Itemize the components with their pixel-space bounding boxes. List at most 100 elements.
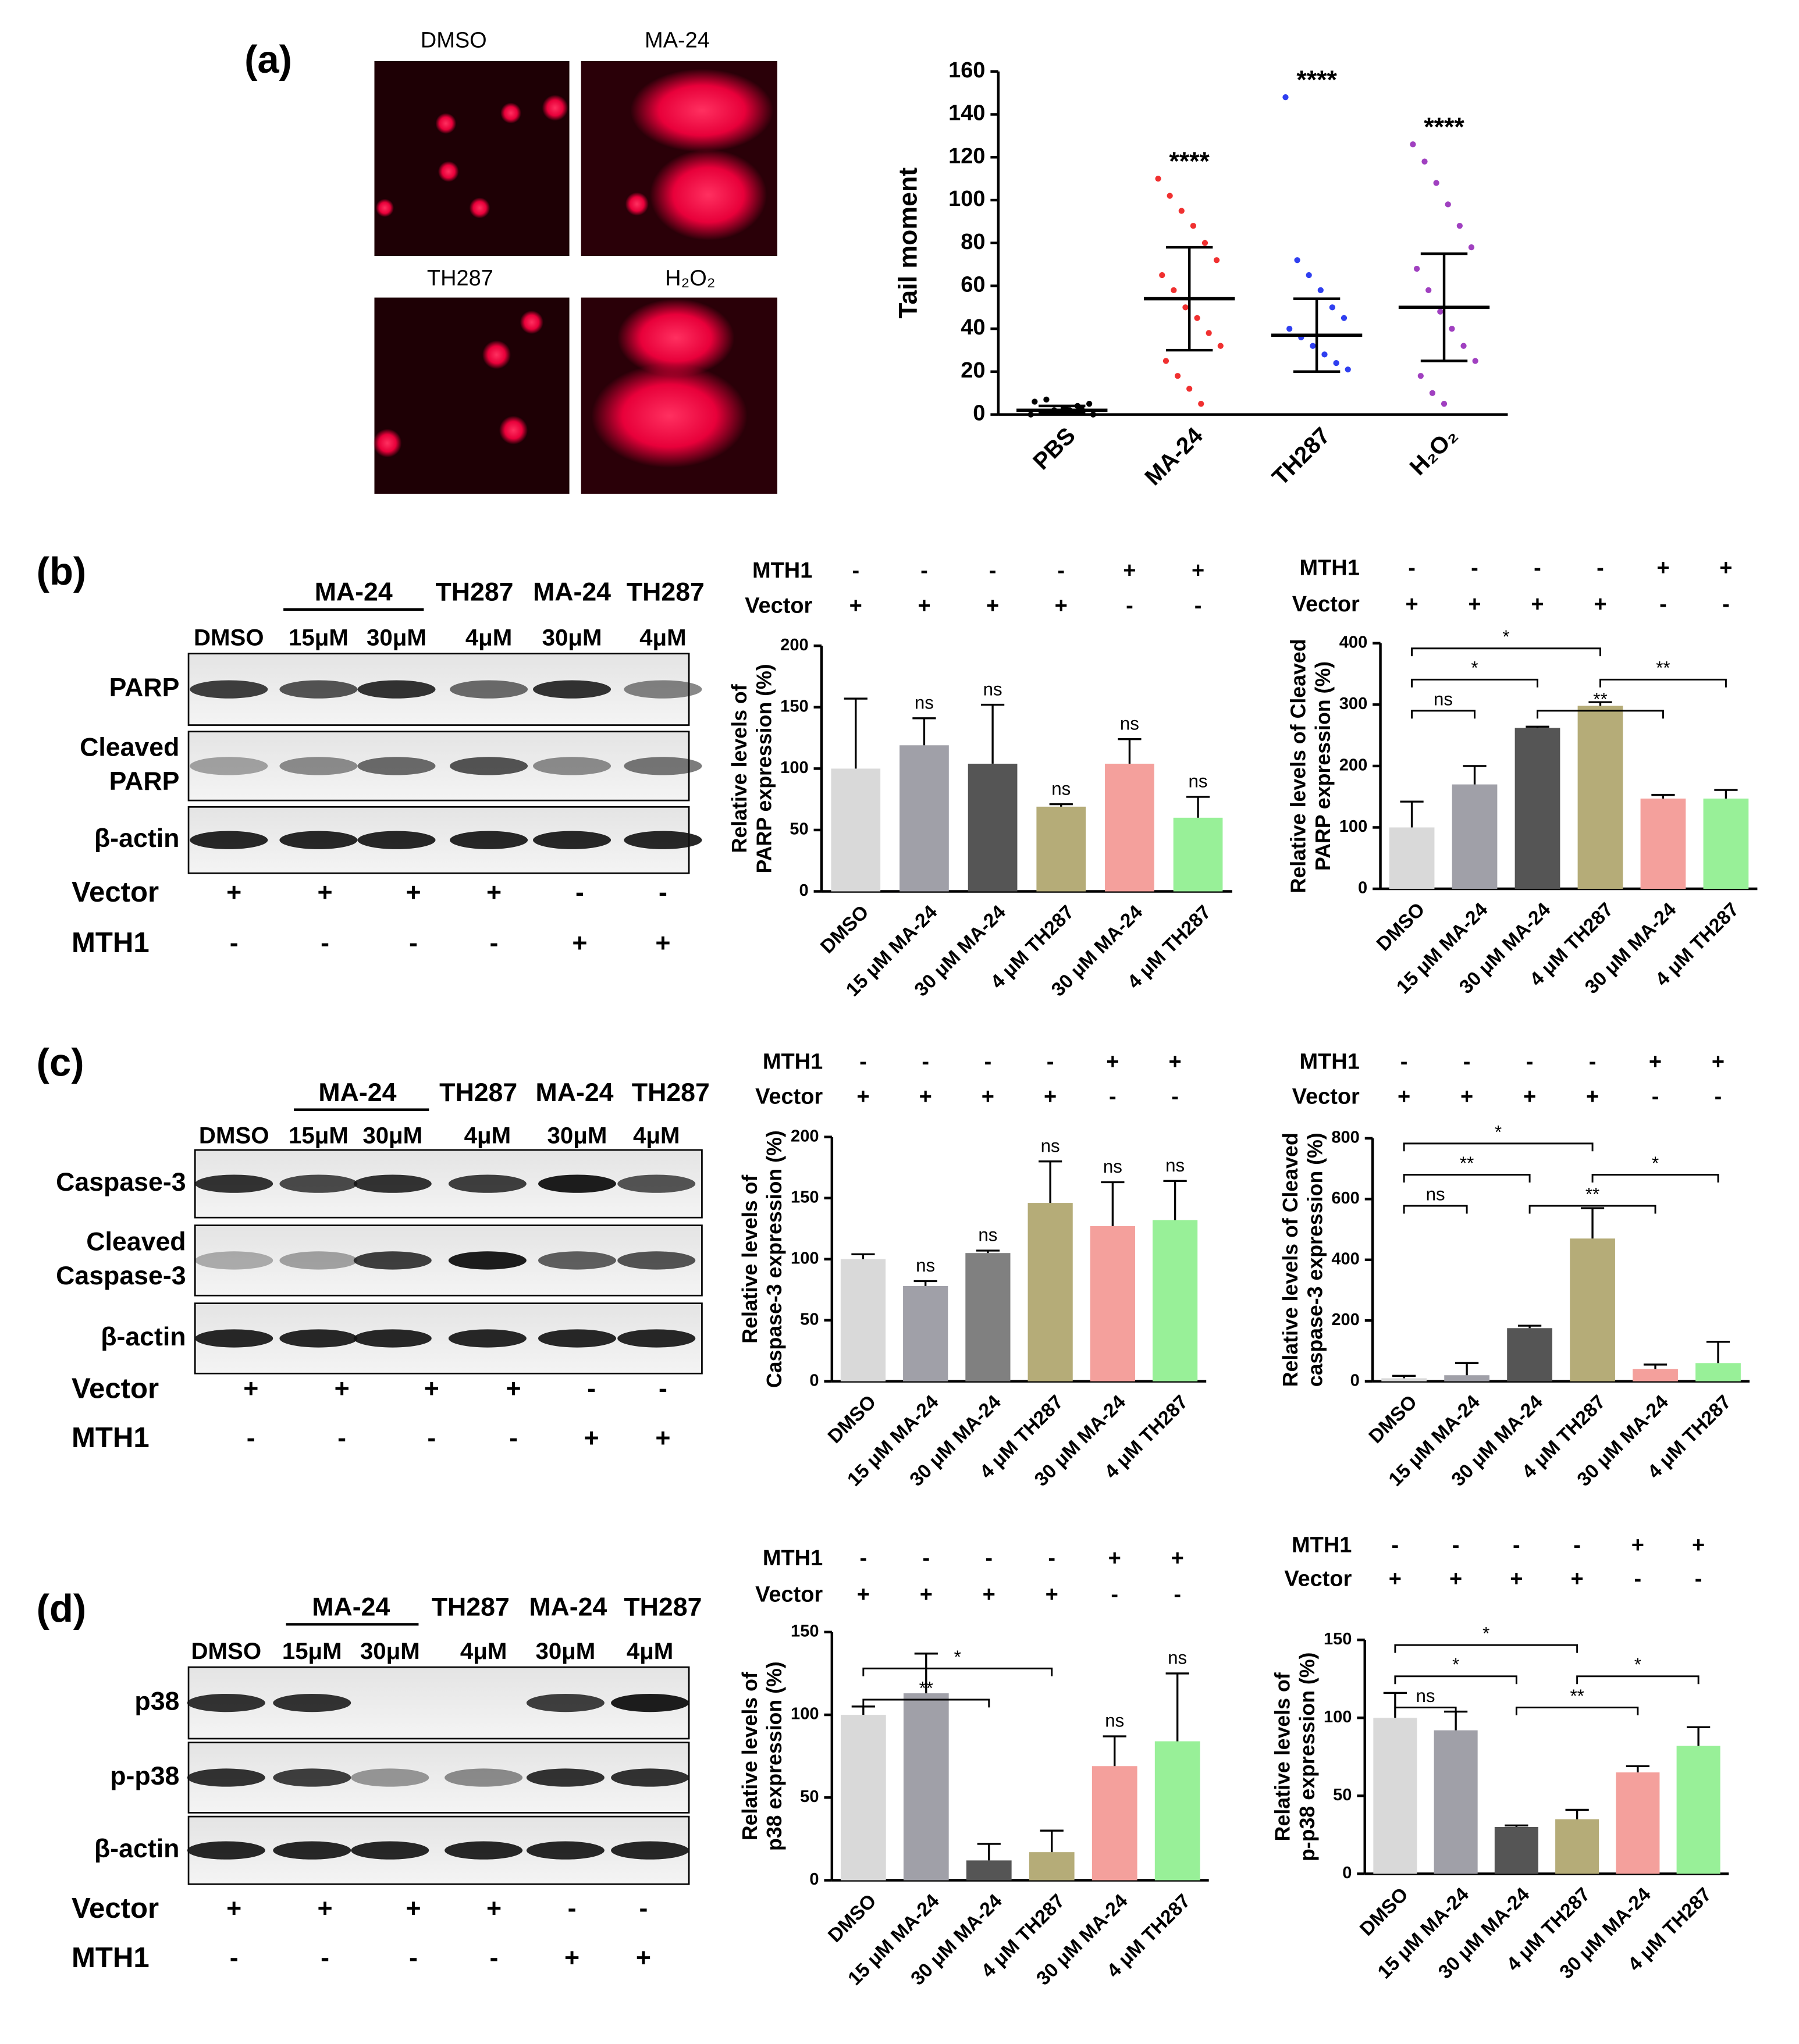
comet: [469, 197, 490, 219]
y-axis-title: Relative levels of: [738, 1672, 762, 1840]
x-tick-label: DMSO: [1373, 899, 1429, 955]
significance-label: ns: [1168, 1648, 1187, 1668]
significance-label: ns: [915, 693, 934, 713]
comet-label: TH287: [427, 266, 493, 290]
y-axis-title: p38 expression (%): [763, 1661, 786, 1851]
condition-sign: +: [1692, 1533, 1705, 1557]
significance-label: ns: [1416, 1686, 1435, 1706]
comet: [542, 95, 568, 121]
significance-bracket: [1394, 1675, 1517, 1685]
condition-sign: +: [982, 1085, 994, 1109]
lane-group-label: MA-24: [533, 578, 611, 607]
condition-label: MTH1: [763, 1049, 823, 1074]
blot-row-label: Caspase-3: [56, 1168, 186, 1197]
lane-label: 4μM: [465, 625, 512, 651]
data-point: [1028, 411, 1034, 418]
blot-row-label: β-actin: [94, 1835, 179, 1863]
data-point: [1437, 308, 1444, 315]
condition-sign: +: [655, 1424, 670, 1452]
y-tick-label: 50: [800, 1310, 819, 1329]
y-tick-label: 20: [961, 358, 985, 383]
condition-sign: -: [859, 1546, 867, 1571]
blot-strip: [187, 1815, 690, 1885]
bar: [903, 1693, 949, 1881]
data-point: [1086, 401, 1093, 407]
bar: [1555, 1819, 1599, 1874]
condition-sign: +: [857, 1582, 870, 1607]
significance-label: ns: [983, 679, 1002, 699]
y-tick-label: 100: [791, 1705, 819, 1723]
condition-label: Vector: [1292, 592, 1360, 617]
panel-label: (a): [244, 38, 292, 81]
blot-band: [450, 680, 528, 699]
lane-group-label: TH287: [632, 1078, 710, 1107]
y-axis-title: p-p38 expression (%): [1296, 1653, 1319, 1861]
significance-label: ****: [1424, 113, 1464, 141]
data-point: [1449, 326, 1455, 332]
comet: [373, 429, 402, 458]
condition-sign: -: [984, 1049, 992, 1074]
panel-label: (c): [37, 1041, 84, 1085]
significance-bracket: [1403, 1174, 1531, 1183]
lane-label: 30μM: [360, 1638, 420, 1664]
comet: [625, 192, 649, 216]
comet: [482, 340, 511, 369]
condition-sign: +: [318, 1895, 333, 1923]
condition-sign: -: [1452, 1533, 1460, 1557]
y-tick-label: 80: [961, 230, 985, 254]
condition-sign: -: [1652, 1085, 1659, 1109]
data-point: [1159, 272, 1165, 279]
data-point: [1333, 360, 1339, 366]
condition-sign: +: [1571, 1567, 1584, 1591]
lane-label: 4μM: [464, 1122, 511, 1148]
y-axis-title: Relative levels of: [738, 1175, 762, 1344]
blot-band: [351, 1768, 429, 1787]
condition-sign: +: [655, 929, 670, 957]
y-tick-label: 40: [961, 315, 985, 340]
blot-band: [190, 680, 268, 699]
condition-sign: -: [1589, 1049, 1597, 1074]
significance-bracket: [1411, 710, 1476, 719]
significance-label: *: [1634, 1654, 1641, 1675]
data-point: [1167, 193, 1173, 199]
significance-label: ****: [1296, 66, 1337, 94]
significance-label: **: [1656, 658, 1670, 678]
y-tick-label: 200: [1339, 756, 1367, 775]
y-tick-label: 150: [780, 697, 808, 715]
data-point: [1171, 287, 1177, 293]
bar: [840, 1259, 886, 1381]
blot-band: [357, 680, 436, 699]
data-point: [1032, 398, 1038, 405]
condition-label: Vector: [1284, 1567, 1352, 1591]
comet: [520, 310, 543, 334]
condition-sign: +: [1531, 592, 1544, 617]
blot-band: [279, 1329, 358, 1348]
y-tick-label: 200: [791, 1127, 819, 1145]
data-point: [1417, 373, 1424, 379]
blot-band: [611, 1693, 689, 1712]
bar: [1434, 1730, 1478, 1874]
condition-sign: -: [321, 929, 329, 957]
blot-band: [279, 1174, 358, 1193]
x-tick-label: DMSO: [824, 1391, 880, 1448]
blot-band: [526, 1768, 605, 1787]
bar: [1028, 1203, 1073, 1381]
condition-sign: +: [486, 878, 502, 907]
blot-band: [617, 1174, 696, 1193]
x-tick-label: DMSO: [816, 902, 873, 958]
bar: [840, 1715, 886, 1881]
y-tick-label: 50: [790, 820, 808, 839]
significance-label: *: [1471, 658, 1478, 678]
blot-row-label: Cleaved: [80, 733, 179, 762]
data-point: [1445, 201, 1451, 208]
blot-band: [190, 757, 268, 775]
y-tick-label: 300: [1339, 695, 1367, 713]
lane-label: 4μM: [460, 1638, 507, 1664]
panel-label: (d): [37, 1587, 87, 1630]
blot-band: [353, 1251, 432, 1270]
condition-sign: -: [852, 558, 859, 583]
significance-label: *: [1452, 1654, 1459, 1675]
bar: [1373, 1718, 1417, 1874]
lane-label: 30μM: [542, 625, 602, 651]
significance-label: ns: [1120, 713, 1139, 733]
